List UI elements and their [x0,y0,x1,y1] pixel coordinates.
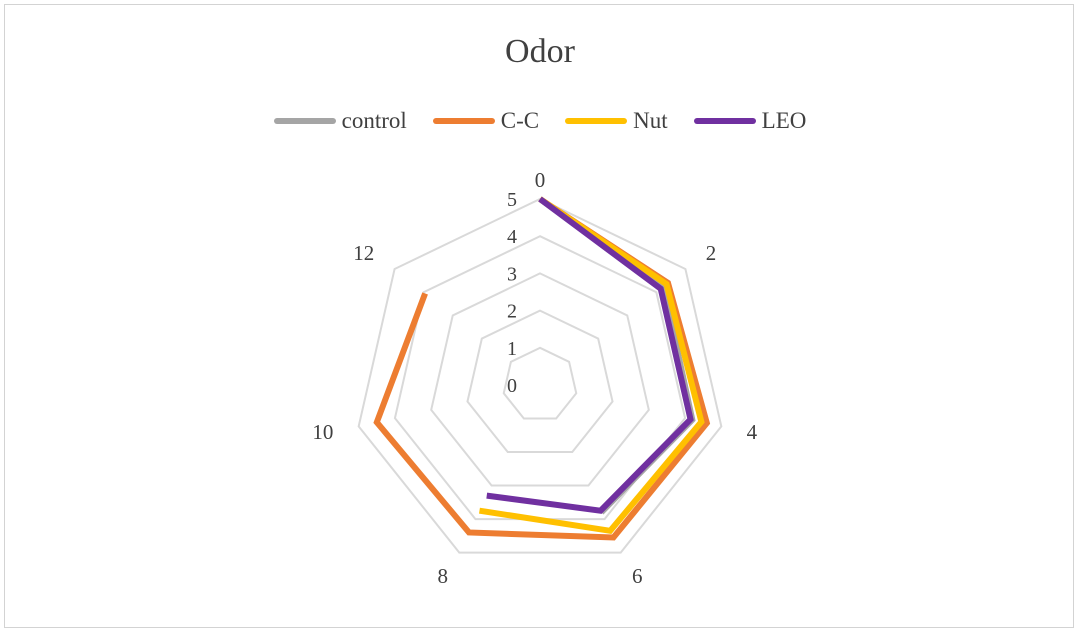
legend-item-c-c: C-C [432,108,540,134]
tick-label-1: 1 [507,338,517,360]
legend-label-c-c: C-C [500,108,540,133]
tick-label-2: 2 [507,301,517,323]
axis-label-4: 4 [747,420,758,444]
tick-label-0: 0 [507,375,517,397]
legend-label-leo: LEO [761,108,807,133]
grid-ring-5 [357,197,723,554]
grid-ring-1 [502,346,578,420]
legend-label-nut: Nut [633,108,668,133]
legend-label-control: control [341,108,407,133]
axis-label-8: 8 [438,564,449,588]
series-line-leo [486,196,694,514]
series-line-nut [479,196,705,535]
chart-frame [4,4,1074,628]
tick-label-3: 3 [507,263,517,285]
tick-label-5: 5 [507,189,517,211]
legend-item-leo: LEO [693,108,807,134]
tick-label-4: 4 [507,226,517,248]
legend-swatch-c-c [432,118,495,124]
grid-ring-2 [466,309,614,454]
axis-label-2: 2 [706,241,717,265]
legend-swatch-control [273,118,336,124]
series-line-c-c [373,196,711,541]
axis-label-0: 0 [535,168,546,192]
axis-label-12: 12 [353,241,374,265]
chart-title: Odor [505,33,575,70]
grid-ring-3 [430,272,650,487]
legend: control C-C Nut LEO [0,108,1080,134]
legend-item-nut: Nut [565,108,668,134]
legend-swatch-leo [693,118,756,124]
axis-label-10: 10 [312,420,333,444]
legend-swatch-nut [565,118,628,124]
legend-item-control: control [273,108,407,134]
axis-label-6: 6 [632,564,643,588]
